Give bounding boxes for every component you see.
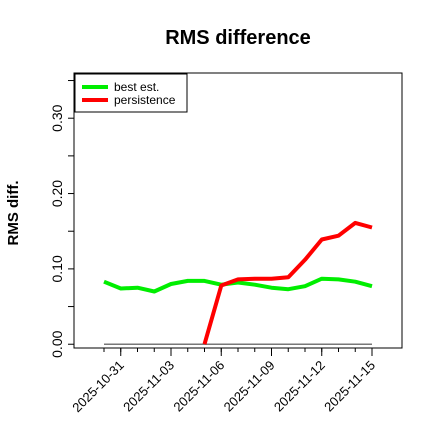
legend-box bbox=[74, 73, 188, 113]
series-layer bbox=[103, 220, 373, 345]
y-tick-label: 0.10 bbox=[49, 255, 65, 282]
plot-frame bbox=[73, 72, 403, 349]
x-tick-label: 2025-11-09 bbox=[221, 358, 278, 415]
x-tick-label: 2025-11-03 bbox=[120, 358, 177, 415]
legend: best est. persistence bbox=[74, 73, 188, 113]
y-tick-label: 0.20 bbox=[49, 180, 65, 207]
y-tick-label: 0.00 bbox=[49, 330, 65, 357]
x-tick-label: 2025-10-31 bbox=[69, 358, 127, 416]
series-line-persistence bbox=[202, 220, 373, 345]
y-tick-label: 0.30 bbox=[49, 104, 65, 131]
x-tick-label: 2025-11-15 bbox=[321, 358, 378, 415]
y-axis-label: RMS diff. bbox=[5, 181, 22, 246]
legend-label-best-est: best est. bbox=[114, 80, 159, 94]
x-axis: 2025-10-312025-11-032025-11-062025-11-09… bbox=[69, 348, 378, 415]
chart-title: RMS difference bbox=[165, 27, 311, 49]
x-tick-label: 2025-11-06 bbox=[170, 358, 227, 415]
series-line-best-est bbox=[103, 276, 373, 294]
legend-label-persistence: persistence bbox=[114, 93, 176, 107]
y-axis: 0.00 0.10 0.20 0.30 bbox=[49, 80, 74, 358]
x-tick-label: 2025-11-12 bbox=[271, 358, 328, 415]
